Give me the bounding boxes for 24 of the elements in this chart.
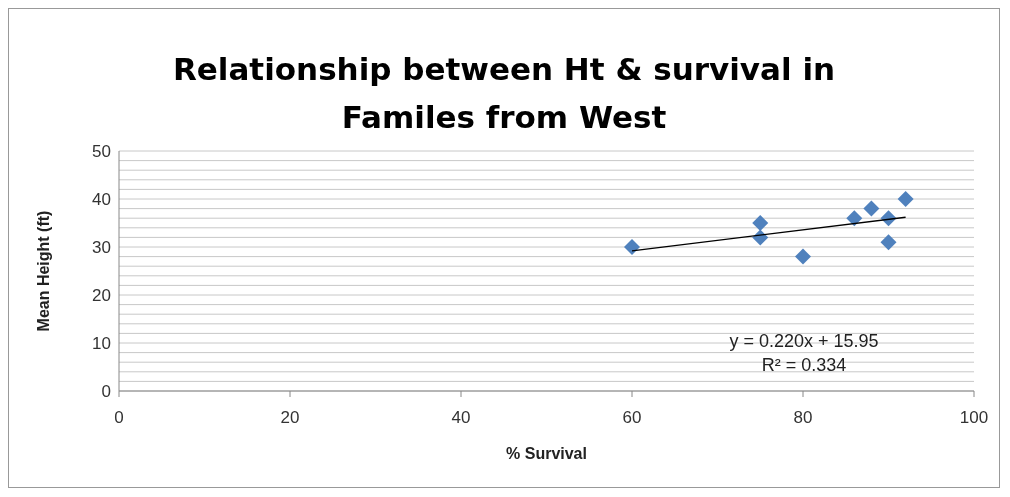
annotation: R² = 0.334 <box>761 355 847 375</box>
x-tick-label: 0 <box>114 408 124 428</box>
x-tick-label: 60 <box>622 408 642 428</box>
y-axis-title: Mean Height (ft) <box>34 210 52 332</box>
y-tick-label: 10 <box>92 334 111 354</box>
y-tick-label: 20 <box>92 286 111 306</box>
point <box>795 248 811 265</box>
y-tick-label: 0 <box>101 382 111 402</box>
x-tick-label: 40 <box>451 408 471 428</box>
point <box>880 234 897 251</box>
x-tick-label: 100 <box>959 408 989 428</box>
y-tick-label: 40 <box>92 190 111 210</box>
point <box>752 215 769 231</box>
y-tick-label: 50 <box>92 142 111 162</box>
y-tick-label: 30 <box>92 238 111 258</box>
point <box>624 239 640 255</box>
point <box>846 210 863 227</box>
x-tick-label: 80 <box>793 408 813 428</box>
x-tick-label: 20 <box>280 408 300 428</box>
x-axis-title: % Survival <box>506 445 587 462</box>
point <box>897 191 914 207</box>
annotation: y = 0.220x + 15.95 <box>729 331 879 351</box>
point <box>863 200 880 217</box>
chart-title: Relationship between Ht & survival in Familes from West <box>171 50 837 137</box>
